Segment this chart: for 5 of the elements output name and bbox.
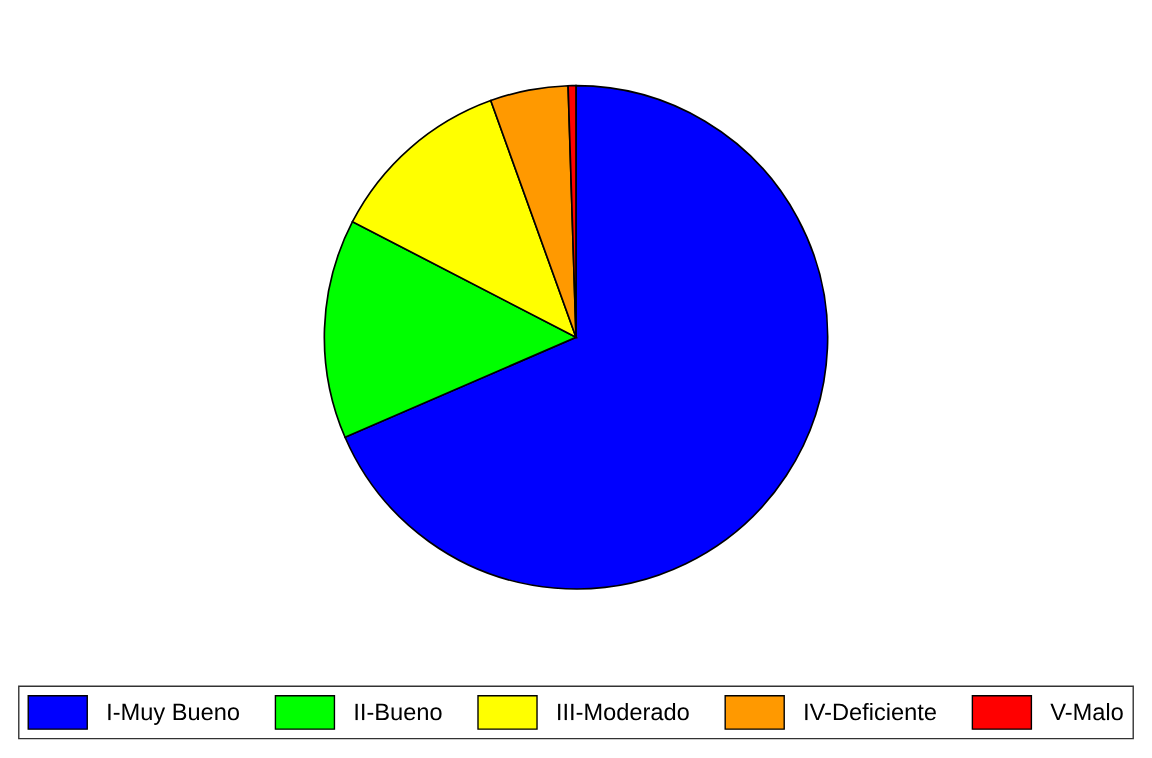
legend-label: III-Moderado xyxy=(558,702,689,721)
legend-label: II-Bueno xyxy=(355,703,442,721)
legend-label: V-Malo xyxy=(1050,702,1123,721)
legend-label: IV-Deficiente xyxy=(805,702,936,721)
legend-label: I-Muy Bueno xyxy=(108,703,240,725)
